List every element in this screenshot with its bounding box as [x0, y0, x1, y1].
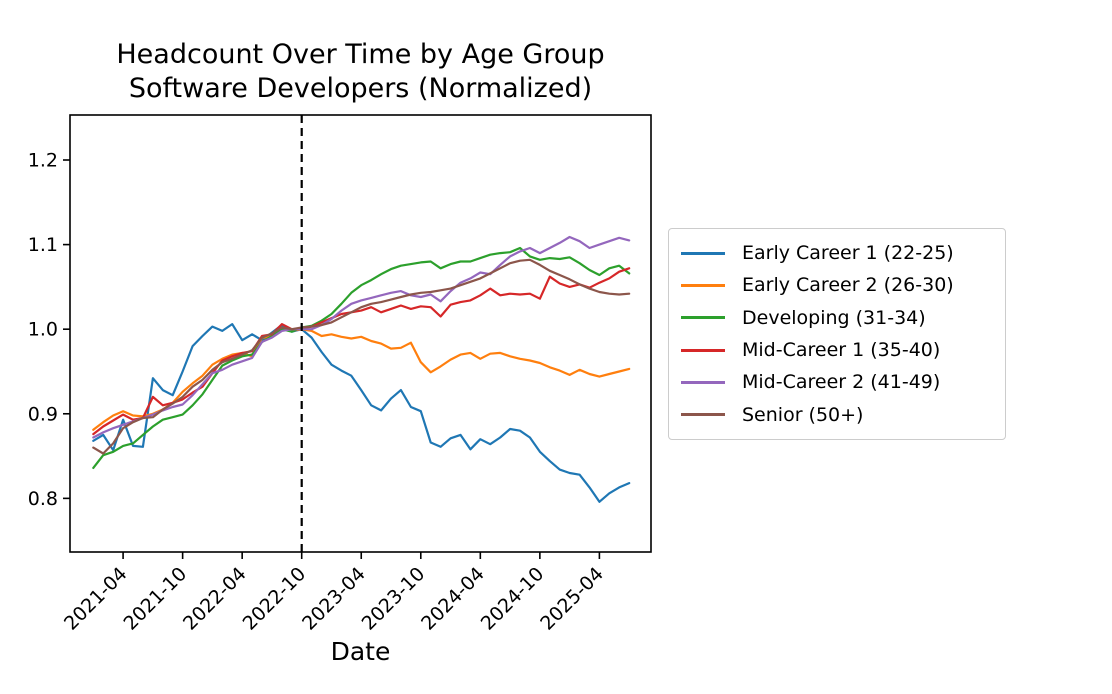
y-tick-label: 1.1 — [28, 234, 58, 256]
x-tick-label: 2025-04 — [536, 563, 608, 635]
legend-swatch-mid-career-1-35-40 — [681, 348, 725, 352]
legend-entry-early-career-1-22-25: Early Career 1 (22-25) — [681, 237, 993, 269]
x-tick-label: 2021-04 — [60, 563, 132, 635]
legend-swatch-developing-31-34 — [681, 316, 725, 320]
x-tick-label: 2023-04 — [298, 563, 370, 635]
legend-swatch-early-career-2-26-30 — [681, 283, 725, 287]
legend-entry-developing-31-34: Developing (31-34) — [681, 302, 993, 334]
axes-frame — [69, 114, 652, 553]
legend-label-mid-career-2-41-49: Mid-Career 2 (41-49) — [742, 371, 941, 394]
legend: Early Career 1 (22-25) Early Career 2 (26… — [668, 228, 1006, 440]
x-tick-label: 2024-10 — [477, 563, 549, 635]
series-line-senior-50 — [92, 258, 631, 455]
series-line-mid-career-2-41-49 — [92, 235, 631, 439]
chart-title-line1: Headcount Over Time by Age Group — [116, 39, 605, 70]
x-tick-label: 2023-10 — [358, 563, 430, 635]
legend-entry-mid-career-2-41-49: Mid-Career 2 (41-49) — [681, 366, 993, 398]
legend-label-mid-career-1-35-40: Mid-Career 1 (35-40) — [742, 339, 941, 362]
legend-label-developing-31-34: Developing (31-34) — [742, 306, 926, 329]
series-line-mid-career-1-35-40 — [92, 267, 631, 436]
y-tick-label: 0.8 — [28, 488, 58, 510]
legend-entry-senior-50: Senior (50+) — [681, 398, 993, 430]
legend-label-early-career-2-26-30: Early Career 2 (26-30) — [742, 274, 954, 297]
x-tick-label: 2021-10 — [119, 563, 191, 635]
series-line-early-career-2-26-30 — [92, 326, 631, 431]
x-tick-label: 2022-04 — [179, 563, 251, 635]
series-line-early-career-1-22-25 — [92, 323, 631, 503]
x-tick-label: 2024-04 — [417, 563, 489, 635]
chart-title-line2: Software Developers (Normalized) — [128, 73, 593, 104]
legend-swatch-senior-50 — [681, 413, 725, 417]
series-line-developing-31-34 — [92, 246, 631, 469]
legend-entry-mid-career-1-35-40: Mid-Career 1 (35-40) — [681, 334, 993, 366]
legend-label-senior-50: Senior (50+) — [742, 403, 864, 426]
x-tick-label: 2022-10 — [239, 563, 311, 635]
y-tick-label: 1.0 — [28, 319, 58, 341]
legend-swatch-mid-career-2-41-49 — [681, 380, 725, 384]
chart-title: Headcount Over Time by Age Group Softwar… — [70, 38, 651, 106]
x-axis-label: Date — [330, 637, 391, 666]
y-tick-label: 0.9 — [28, 403, 58, 425]
legend-entry-early-career-2-26-30: Early Career 2 (26-30) — [681, 269, 993, 301]
legend-swatch-early-career-1-22-25 — [681, 251, 725, 255]
y-tick-label: 1.2 — [28, 150, 58, 172]
legend-label-early-career-1-22-25: Early Career 1 (22-25) — [742, 242, 954, 265]
